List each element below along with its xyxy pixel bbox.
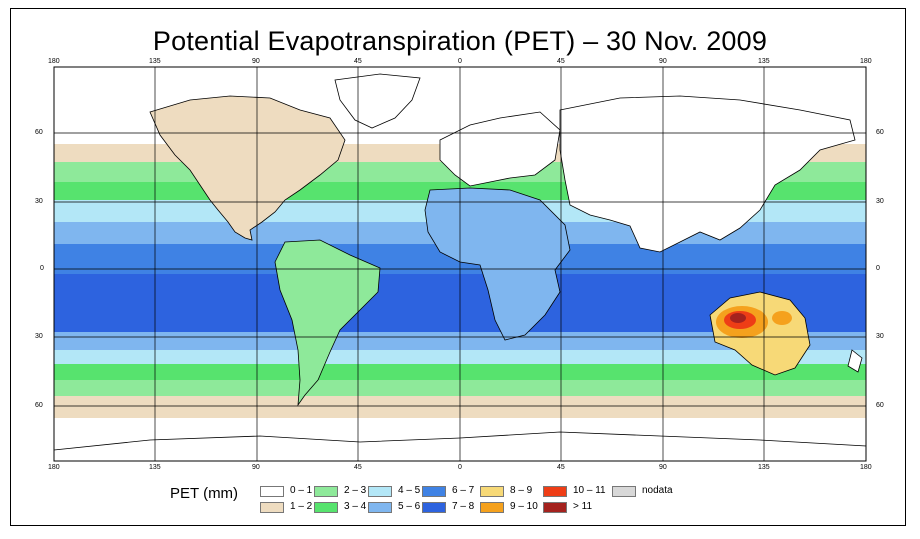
- legend-swatch: [260, 502, 284, 513]
- legend-swatch: [314, 486, 338, 497]
- legend-swatch: [422, 502, 446, 513]
- tick-bottom-135e: 135: [758, 464, 770, 471]
- graticule: [54, 67, 866, 461]
- tick-top-180e: 180: [860, 58, 872, 65]
- hotspot-darkred: [730, 313, 746, 323]
- legend-item-label: 3 – 4: [344, 501, 367, 512]
- tick-left-30n: 30: [35, 198, 43, 205]
- legend-item-label: 2 – 3: [344, 485, 367, 496]
- legend-item-label: 8 – 9: [510, 485, 533, 496]
- land-europe: [439, 111, 561, 187]
- legend-item-label: 1 – 2: [290, 501, 313, 512]
- tick-right-60n: 60: [876, 129, 884, 136]
- land-africa: [424, 187, 571, 341]
- tick-bottom-90e: 90: [659, 464, 667, 471]
- tick-top-45w: 45: [354, 58, 362, 65]
- land-new-zealand: [847, 349, 863, 373]
- legend-item-label: 7 – 8: [452, 501, 475, 512]
- tick-top-180w: 180: [48, 58, 60, 65]
- tick-bottom-0: 0: [458, 464, 462, 471]
- tick-left-0: 0: [40, 265, 44, 272]
- land-south-america: [274, 239, 381, 407]
- land-greenland: [334, 73, 421, 129]
- tick-bottom-90w: 90: [252, 464, 260, 471]
- tick-bottom-45e: 45: [557, 464, 565, 471]
- legend-item-label: 10 – 11: [573, 485, 606, 496]
- tick-top-90w: 90: [252, 58, 260, 65]
- legend-swatch: [480, 502, 504, 513]
- legend-item-label: 4 – 5: [398, 485, 421, 496]
- figure-frame: [10, 8, 906, 526]
- tick-top-135w: 135: [149, 58, 161, 65]
- hotspot-east: [772, 311, 792, 325]
- tick-bottom-180w: 180: [48, 464, 60, 471]
- legend-swatch: [368, 486, 392, 497]
- legend-item-label: 5 – 6: [398, 501, 421, 512]
- tick-bottom-45w: 45: [354, 464, 362, 471]
- legend-item-label: nodata: [642, 485, 673, 496]
- legend-item-label: > 11: [573, 501, 592, 512]
- tick-left-60n: 60: [35, 129, 43, 136]
- tick-left-60s: 60: [35, 402, 43, 409]
- legend-swatch: [260, 486, 284, 497]
- legend-swatch: [480, 486, 504, 497]
- map-title: Potential Evapotranspiration (PET) – 30 …: [152, 26, 768, 56]
- legend-swatch: [368, 502, 392, 513]
- legend-item-label: 0 – 1: [290, 485, 313, 496]
- legend-title: PET (mm): [170, 485, 239, 502]
- land-asia: [559, 95, 856, 253]
- tick-left-30s: 30: [35, 333, 43, 340]
- map-border: [53, 66, 867, 462]
- legend-swatch: [543, 502, 567, 513]
- tick-top-45e: 45: [557, 58, 565, 65]
- tick-bottom-180e: 180: [860, 464, 872, 471]
- legend-swatch: [543, 486, 567, 497]
- tick-right-0: 0: [876, 265, 880, 272]
- legend-swatch: [314, 502, 338, 513]
- tick-top-90e: 90: [659, 58, 667, 65]
- legend-item-label: 6 – 7: [452, 485, 475, 496]
- land-north-america: [149, 95, 346, 241]
- tick-bottom-135w: 135: [149, 464, 161, 471]
- legend-item-label: 9 – 10: [510, 501, 538, 512]
- tick-top-135e: 135: [758, 58, 770, 65]
- australia-hotspot: [716, 306, 792, 338]
- tick-top-0: 0: [458, 58, 462, 65]
- legend-swatch: [612, 486, 636, 497]
- tick-right-30s: 30: [876, 333, 884, 340]
- tick-right-30n: 30: [876, 198, 884, 205]
- legend-swatch: [422, 486, 446, 497]
- tick-right-60s: 60: [876, 402, 884, 409]
